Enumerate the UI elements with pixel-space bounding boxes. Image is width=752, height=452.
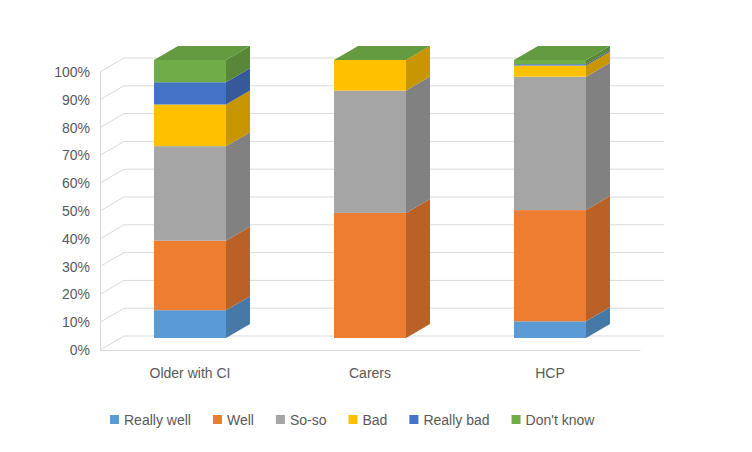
y-tick: 20% <box>62 286 100 302</box>
bar-side <box>226 227 250 311</box>
y-tick-label: 100% <box>54 64 90 80</box>
bar <box>334 91 406 213</box>
bar <box>154 60 226 82</box>
legend-label: Really well <box>124 412 191 428</box>
legend-label: Really bad <box>423 412 489 428</box>
bars <box>154 46 610 338</box>
bar-top <box>334 46 430 60</box>
x-tick-label: Older with CI <box>150 365 231 381</box>
legend-swatch <box>409 415 418 424</box>
legend-swatch <box>348 415 357 424</box>
bar <box>334 60 406 91</box>
y-tick: 80% <box>62 120 100 136</box>
grid-line-side <box>100 308 124 322</box>
legend-swatch <box>213 415 222 424</box>
bar <box>514 77 586 210</box>
legend-label: Don't know <box>526 412 596 428</box>
bar-top <box>154 46 250 60</box>
bar-side <box>406 77 430 213</box>
bar <box>154 104 226 146</box>
legend-item: Really bad <box>409 412 489 428</box>
y-tick-label: 70% <box>62 147 90 163</box>
x-tick-label: Carers <box>349 365 391 381</box>
x-tick-label: HCP <box>535 365 565 381</box>
legend-item: Don't know <box>512 412 596 428</box>
y-tick: 0% <box>70 342 100 358</box>
y-tick: 10% <box>62 314 100 330</box>
legend-item: Well <box>213 412 254 428</box>
y-tick-label: 20% <box>62 286 90 302</box>
grid-line-side <box>100 225 124 239</box>
x-axis-line <box>101 350 641 351</box>
bar <box>154 146 226 241</box>
legend: Really well Well So-so Bad Really bad Don't k… <box>110 412 595 428</box>
chart: 0% 10% 20% 30% 40% 50% 60% 70% 80% 90% 100% Older w… <box>0 0 752 452</box>
y-tick: 90% <box>62 92 100 108</box>
legend-label: Well <box>227 412 254 428</box>
bar <box>514 321 586 338</box>
bar-side <box>586 63 610 210</box>
legend-swatch <box>276 415 285 424</box>
legend-swatch <box>512 415 521 424</box>
bar-top <box>514 46 610 60</box>
legend-item: Really well <box>110 412 191 428</box>
y-axis-line <box>100 73 101 351</box>
y-tick: 40% <box>62 231 100 247</box>
y-axis: 0% 10% 20% 30% 40% 50% 60% 70% 80% 90% 100% <box>54 64 100 358</box>
legend-label: Bad <box>362 412 387 428</box>
bar <box>514 64 586 65</box>
grid-line-side <box>100 280 124 294</box>
grid-line-side <box>100 58 124 72</box>
y-tick: 30% <box>62 259 100 275</box>
x-tick: Carers <box>349 350 391 381</box>
y-tick: 100% <box>54 64 100 80</box>
y-tick-label: 90% <box>62 92 90 108</box>
bar <box>514 210 586 321</box>
grid-line-side <box>100 141 124 155</box>
grid-line-side <box>100 169 124 183</box>
grid-line-side <box>100 114 124 128</box>
bar <box>154 241 226 311</box>
y-tick-label: 10% <box>62 314 90 330</box>
bar <box>154 310 226 338</box>
y-tick: 50% <box>62 203 100 219</box>
y-tick: 70% <box>62 147 100 163</box>
bar <box>334 213 406 338</box>
bar <box>514 60 586 64</box>
legend-swatch <box>110 415 119 424</box>
bar <box>154 82 226 104</box>
legend-item: Bad <box>348 412 387 428</box>
bar <box>514 66 586 77</box>
bar-side <box>406 199 430 338</box>
grid-line-side <box>100 86 124 100</box>
y-tick: 60% <box>62 175 100 191</box>
grid-line-side <box>100 253 124 267</box>
x-tick: HCP <box>535 350 565 381</box>
x-axis: Older with CI Carers HCP <box>101 350 641 381</box>
grid-line-side <box>100 197 124 211</box>
bar-side <box>586 196 610 321</box>
grid <box>100 58 664 350</box>
legend-item: So-so <box>276 412 327 428</box>
y-tick-label: 30% <box>62 259 90 275</box>
y-tick-label: 50% <box>62 203 90 219</box>
x-tick: Older with CI <box>150 350 231 381</box>
legend-label: So-so <box>290 412 327 428</box>
bar-side <box>226 132 250 241</box>
grid-line-side <box>100 336 124 350</box>
y-tick-label: 80% <box>62 120 90 136</box>
y-tick-label: 40% <box>62 231 90 247</box>
y-tick-label: 60% <box>62 175 90 191</box>
y-tick-label: 0% <box>70 342 90 358</box>
